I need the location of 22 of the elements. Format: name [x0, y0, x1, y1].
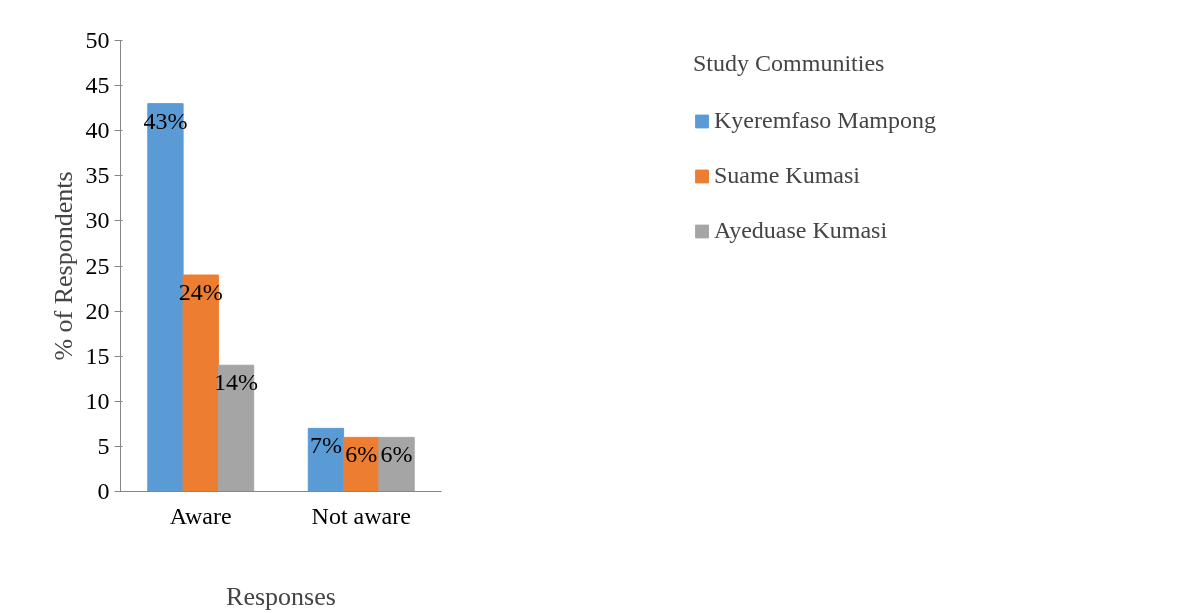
legend-label: Kyeremfaso Mampong	[714, 107, 936, 134]
data-label: 7%	[309, 432, 342, 459]
data-label: 6%	[380, 441, 413, 468]
x-tick-label: Aware	[169, 502, 232, 529]
y-tick-label: 50	[85, 27, 110, 53]
x-axis-title: Responses	[226, 581, 336, 611]
y-tick-label: 40	[85, 117, 110, 144]
y-tick-label: 5	[97, 432, 110, 459]
x-tick-label: Not aware	[311, 502, 411, 529]
y-tick-label: 45	[85, 72, 110, 99]
data-label: 6%	[345, 441, 378, 468]
y-tick-label: 20	[85, 297, 110, 324]
y-tick-label: 0	[97, 478, 110, 504]
y-tick-label: 35	[85, 162, 110, 189]
y-tick-label: 10	[85, 387, 110, 414]
y-tick-label: 30	[85, 207, 110, 234]
y-axis-title: % of Respondents	[48, 171, 78, 361]
legend-label: Suame Kumasi	[714, 162, 861, 189]
y-tick-label: 15	[85, 342, 110, 369]
legend-label: Ayeduase Kumasi	[714, 217, 888, 244]
legend-title: Study Communities	[693, 50, 886, 77]
y-tick-label: 25	[85, 252, 110, 279]
